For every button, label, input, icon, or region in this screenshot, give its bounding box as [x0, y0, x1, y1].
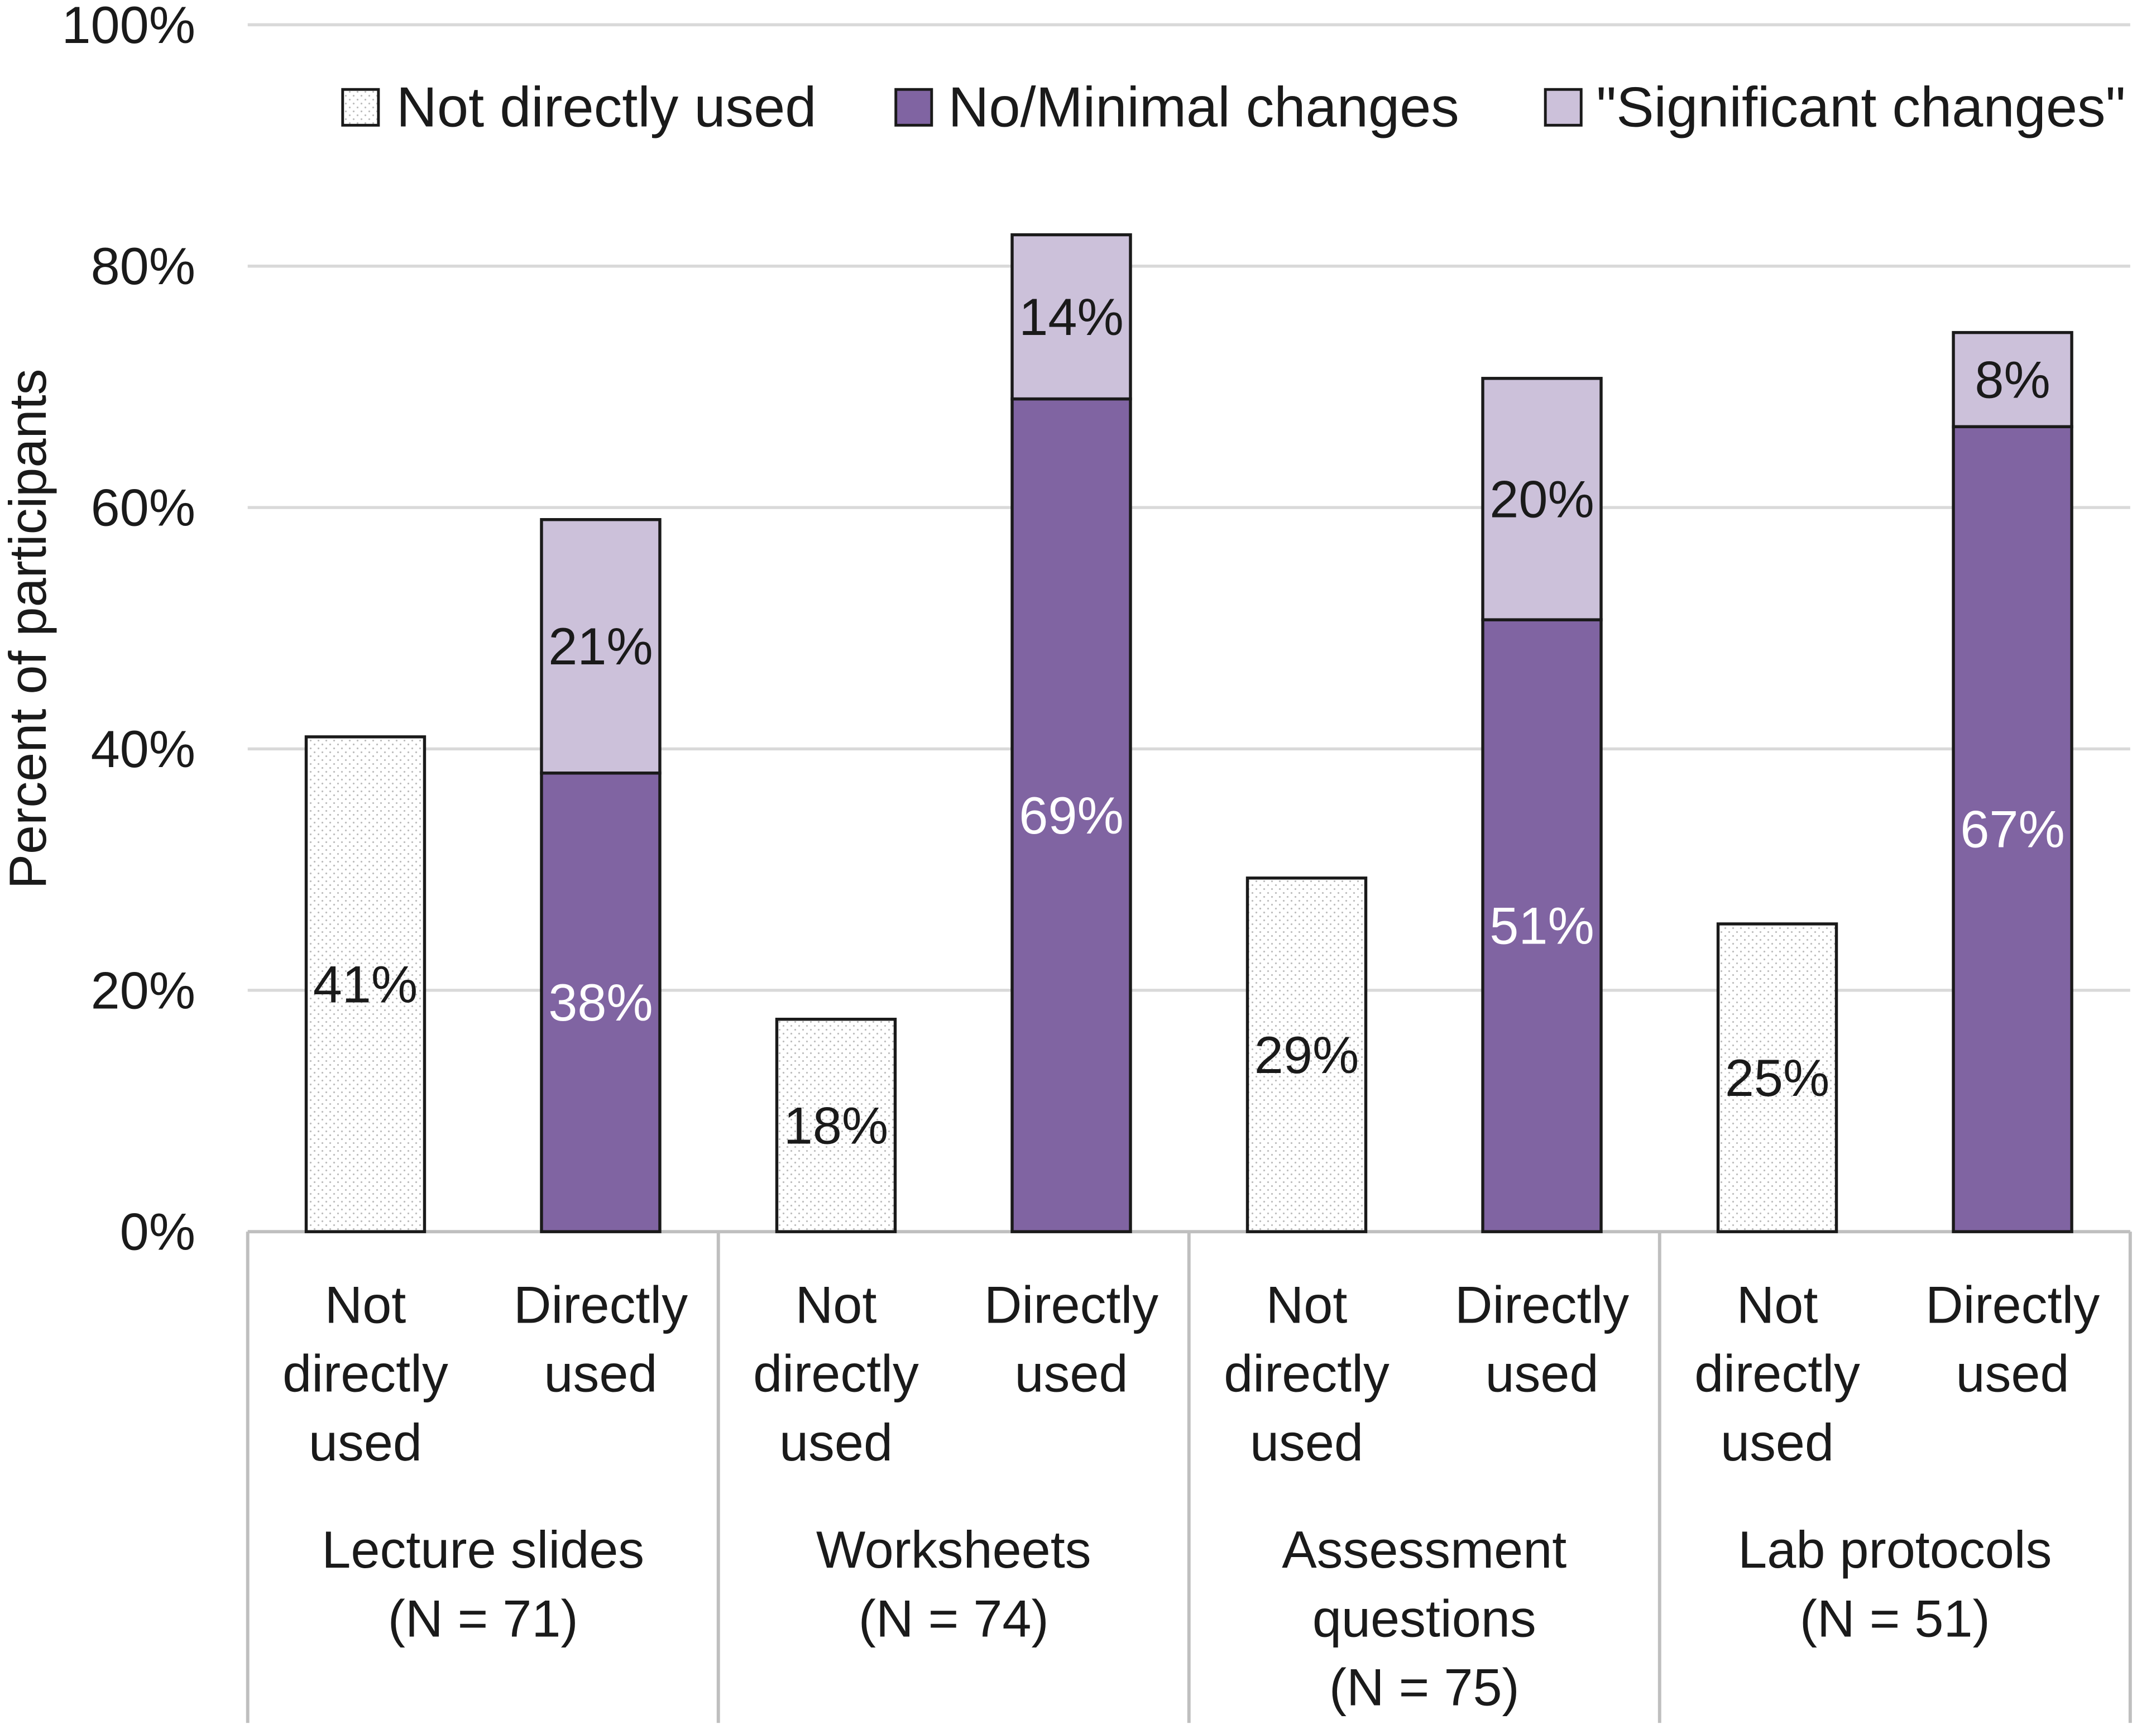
data-label: 51%: [1489, 897, 1594, 955]
x-tick-label: Directly: [514, 1275, 688, 1334]
data-label: 20%: [1489, 470, 1594, 528]
group-label: Lab protocols: [1738, 1520, 2052, 1579]
data-label: 8%: [1975, 350, 2050, 409]
group-label: questions: [1312, 1589, 1536, 1647]
data-label: 21%: [548, 617, 653, 676]
bar-significant: [1952, 331, 2073, 428]
bar-not_used: [304, 735, 427, 1233]
bars: 41% 38% 21% 18% 69% 14% 29% 51% 20% 25% 67% 8%: [304, 233, 2073, 1233]
data-label: 25%: [1725, 1048, 1829, 1107]
bar-minimal: [1481, 618, 1603, 1233]
x-tick-label: used: [779, 1413, 893, 1472]
bar-not_used: [1716, 922, 1838, 1233]
x-tick-label: used: [309, 1413, 422, 1472]
y-tick-label: 60%: [91, 478, 195, 537]
bar-minimal: [540, 771, 662, 1233]
data-label: 14%: [1019, 288, 1123, 346]
data-label: 29%: [1254, 1026, 1359, 1084]
data-label: 41%: [313, 955, 418, 1014]
x-tick-label: used: [1014, 1344, 1128, 1403]
x-tick-label: Directly: [1455, 1275, 1629, 1334]
bar-significant: [1481, 377, 1603, 621]
group-label: (N = 75): [1329, 1658, 1520, 1717]
gridlines: [247, 23, 2130, 992]
bar-not_used: [1245, 877, 1368, 1233]
group-label: Worksheets: [816, 1520, 1091, 1579]
x-tick-label: Not: [1737, 1275, 1818, 1334]
y-tick-label: 80%: [91, 237, 195, 295]
x-axis-labels: Not directly used Directly used Lecture slide…: [282, 1275, 2100, 1716]
x-tick-label: used: [1250, 1413, 1363, 1472]
legend: Not directly used No/Minimal changes "Sign…: [341, 76, 2125, 138]
x-tick-label: Directly: [984, 1275, 1158, 1334]
x-tick-label: used: [544, 1344, 657, 1403]
x-tick-label: Not: [325, 1275, 406, 1334]
x-tick-label: Directly: [1925, 1275, 2100, 1334]
data-label: 38%: [548, 973, 653, 1032]
legend-label-not_used: Not directly used: [396, 76, 817, 138]
legend-label-significant: "Significant changes": [1596, 76, 2125, 138]
data-label: 67%: [1960, 800, 2064, 859]
x-tick-label: directly: [753, 1344, 919, 1403]
y-tick-label: 0%: [120, 1203, 195, 1261]
y-axis-ticks: 0% 20% 40% 60% 80% 100%: [61, 0, 195, 1261]
bar-minimal: [1952, 425, 2073, 1233]
legend-swatch-significant: [1544, 88, 1583, 127]
bar-significant: [540, 518, 662, 775]
x-tick-label: used: [1721, 1413, 1834, 1472]
x-tick-label: used: [1485, 1344, 1598, 1403]
group-label: (N = 74): [859, 1589, 1049, 1647]
data-label: 18%: [784, 1096, 888, 1155]
x-tick-label: Not: [796, 1275, 877, 1334]
y-axis-title: Percent of participants: [0, 369, 57, 889]
x-tick-label: used: [1956, 1344, 2069, 1403]
data-label: 69%: [1019, 786, 1123, 845]
legend-swatch-not_used: [341, 88, 380, 127]
legend-swatch-minimal: [894, 88, 933, 127]
x-tick-label: Not: [1266, 1275, 1348, 1334]
bar-significant: [1010, 233, 1132, 401]
legend-label-minimal: No/Minimal changes: [948, 76, 1459, 138]
group-label: Assessment: [1282, 1520, 1566, 1579]
bar-not_used: [775, 1017, 897, 1233]
group-label: (N = 51): [1800, 1589, 1990, 1647]
x-tick-label: directly: [282, 1344, 448, 1403]
y-tick-label: 100%: [61, 0, 195, 54]
x-tick-label: directly: [1224, 1344, 1390, 1403]
y-tick-label: 20%: [91, 961, 195, 1019]
x-tick-label: directly: [1694, 1344, 1860, 1403]
group-label: Lecture slides: [322, 1520, 644, 1579]
y-tick-label: 40%: [91, 720, 195, 778]
bar-minimal: [1010, 397, 1132, 1233]
group-label: (N = 71): [388, 1589, 578, 1647]
